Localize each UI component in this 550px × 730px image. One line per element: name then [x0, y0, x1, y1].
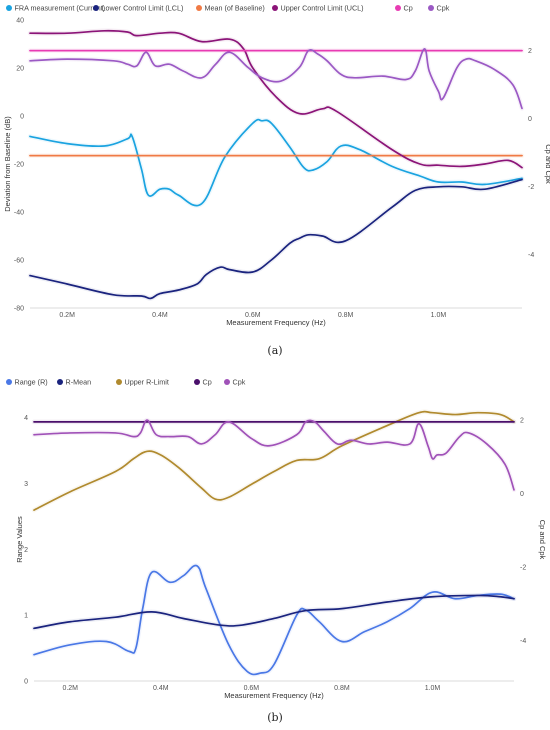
legend-marker-cp: [194, 379, 200, 385]
y2-tick-label: 0: [520, 491, 524, 498]
legend-marker-upper-control-limit-ucl: [272, 5, 278, 11]
legend: Range (R) R-Mean Upper R-Limit Cp Cpk: [6, 378, 246, 387]
legend-label-upper-r-limit: Upper R-Limit: [125, 378, 169, 387]
legend-label-lower-control-limit-lcl: Lower Control Limit (LCL): [102, 4, 184, 13]
panel-label-a: (a): [267, 344, 283, 357]
y2-axis-title: Cp and Cpk: [538, 520, 547, 560]
legend-marker-range-r: [6, 379, 12, 385]
x-tick-label: 0.4M: [152, 312, 168, 319]
series-line-fra-measurement-current: [29, 118, 523, 207]
y-tick-label: 0: [20, 114, 24, 121]
series-glow-upper-r-limit: [31, 409, 517, 513]
y2-tick-label: 2: [520, 418, 524, 425]
y-tick-label: -60: [14, 258, 24, 265]
y-tick-label: -80: [14, 306, 24, 313]
legend: FRA measurement (Current)Lower Control L…: [6, 4, 450, 13]
x-axis-title: Measurement Frequency (Hz): [226, 318, 326, 327]
legend-label-cp: Cp: [404, 4, 413, 13]
series-glow-r-mean: [31, 593, 517, 631]
x-tick-label: 0.4M: [153, 685, 169, 692]
series-glow-fra-measurement-current: [27, 117, 525, 208]
legend-label-cpk: Cpk: [437, 4, 450, 13]
legend-item-cpk: Cpk: [428, 4, 450, 13]
legend-marker-cpk: [224, 379, 230, 385]
y-tick-label: 0: [24, 679, 28, 686]
series-line-cpk: [29, 48, 523, 110]
x-tick-label: 0.8M: [338, 312, 354, 319]
legend-label-range-r: Range (R): [15, 378, 48, 387]
legend-label-fra-measurement-current: FRA measurement (Current): [15, 4, 106, 13]
legend-item-fra-measurement-current: FRA measurement (Current): [6, 4, 105, 13]
legend-marker-cpk: [428, 5, 434, 11]
legend-label-mean-of-baseline: Mean (of Baseline): [205, 4, 265, 13]
legend-label-r-mean: R-Mean: [66, 378, 92, 387]
legend-marker-r-mean: [57, 379, 63, 385]
series-line-upper-r-limit: [33, 410, 515, 511]
chart-a: FRA measurement (Current)Lower Control L…: [3, 4, 550, 327]
y2-tick-label: 0: [528, 116, 532, 123]
legend-item-upper-r-limit: Upper R-Limit: [116, 378, 169, 387]
x-tick-label: 1.0M: [425, 685, 441, 692]
y2-tick-label: -2: [528, 184, 534, 191]
y-tick-label: 3: [24, 481, 28, 488]
y2-tick-label: 2: [528, 48, 532, 55]
y-tick-label: 40: [16, 18, 24, 25]
chart-b: Range (R) R-Mean Upper R-Limit Cp Cpk 4 3 2 1 0 2 0…: [6, 378, 547, 700]
legend-item-cp: Cp: [395, 4, 413, 13]
x-tick-label: 0.8M: [334, 685, 350, 692]
legend-marker-mean-of-baseline: [196, 5, 202, 11]
legend-label-upper-control-limit-ucl: Upper Control Limit (UCL): [281, 4, 364, 13]
series-glow-lower-control-limit-lcl: [27, 177, 525, 301]
legend-item-range-r: Range (R): [6, 378, 48, 387]
legend-label-cpk: Cpk: [233, 378, 246, 387]
series-line-range-r: [33, 564, 515, 676]
legend-marker-upper-r-limit: [116, 379, 122, 385]
legend-item-cp: Cp: [194, 378, 212, 387]
y2-tick-label: -2: [520, 565, 526, 572]
x-tick-label: 1.0M: [431, 312, 447, 319]
legend-marker-lower-control-limit-lcl: [93, 5, 99, 11]
y-tick-label: 4: [24, 415, 28, 422]
y2-tick-label: -4: [528, 252, 534, 259]
legend-label-cp: Cp: [203, 378, 212, 387]
series-line-lower-control-limit-lcl: [29, 178, 523, 300]
y-axis-title: Deviation from Baseline (dB): [3, 116, 12, 212]
y-tick-label: -40: [14, 210, 24, 217]
legend-marker-cp: [395, 5, 401, 11]
legend-item-r-mean: R-Mean: [57, 378, 91, 387]
series-line-r-mean: [33, 594, 515, 630]
panel-label-b: (b): [267, 711, 283, 724]
y2-axis-title: Cp and Cpk: [544, 144, 550, 184]
x-tick-label: 0.6M: [244, 685, 260, 692]
legend-item-cpk: Cpk: [224, 378, 246, 387]
x-axis-title: Measurement Frequency (Hz): [224, 691, 324, 700]
y-axis-title: Range Values: [15, 516, 24, 563]
y2-tick-label: -4: [520, 638, 526, 645]
x-tick-label: 0.2M: [62, 685, 78, 692]
y-tick-label: -20: [14, 162, 24, 169]
legend-item-lower-control-limit-lcl: Lower Control Limit (LCL): [93, 4, 183, 13]
series-line-upper-control-limit-ucl: [29, 29, 523, 169]
legend-marker-fra-measurement-current: [6, 5, 12, 11]
x-tick-label: 0.6M: [245, 312, 261, 319]
legend-item-upper-control-limit-ucl: Upper Control Limit (UCL): [272, 4, 364, 13]
series-line-cpk: [33, 419, 515, 491]
legend-item-mean-of-baseline: Mean (of Baseline): [196, 4, 265, 13]
y-tick-label: 2: [24, 547, 28, 554]
x-tick-label: 0.2M: [59, 312, 75, 319]
y-tick-label: 1: [24, 613, 28, 620]
y-tick-label: 20: [16, 66, 24, 73]
